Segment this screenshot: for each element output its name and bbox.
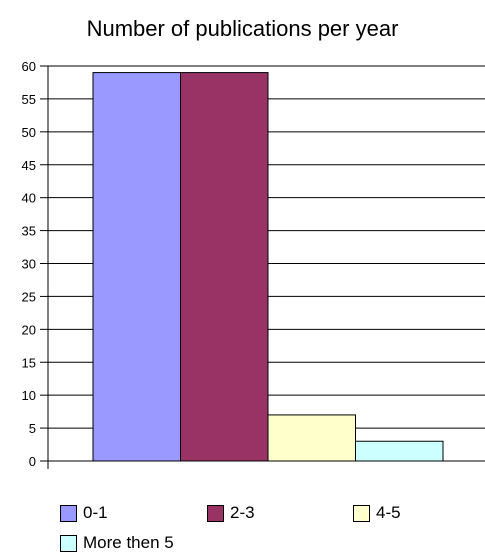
y-tick-label: 0 — [29, 454, 36, 469]
chart-plot: 0 5 10 15 20 25 30 35 40 45 50 55 60 — [22, 59, 485, 469]
y-tick-label: 40 — [22, 191, 36, 206]
legend-label: 2-3 — [230, 503, 255, 522]
bar-2-3 — [180, 72, 269, 462]
legend-swatch — [60, 504, 77, 522]
legend-item: 2-3 — [207, 503, 255, 523]
y-tick-label: 35 — [22, 224, 36, 239]
y-tick-label: 60 — [22, 59, 36, 74]
bar-0-1 — [92, 72, 181, 462]
y-tick-label: 15 — [22, 355, 36, 370]
legend-label: 4-5 — [376, 503, 401, 522]
legend-label: More then 5 — [83, 533, 174, 552]
bar-4-5 — [267, 414, 356, 462]
y-tick-label: 5 — [29, 421, 36, 436]
y-tick-label: 25 — [22, 289, 36, 304]
y-tick-label: 50 — [22, 125, 36, 140]
legend-item: 0-1 — [60, 503, 108, 523]
legend-swatch — [207, 504, 224, 522]
bar-more-then-5 — [355, 440, 444, 462]
legend-swatch — [60, 534, 77, 552]
y-tick-label: 45 — [22, 158, 36, 173]
chart-title: Number of publications per year — [86, 16, 399, 41]
legend-item: 4-5 — [353, 503, 401, 523]
y-tick-label: 20 — [22, 322, 36, 337]
legend-item: More then 5 — [60, 533, 174, 553]
y-tick-label: 30 — [22, 257, 36, 272]
y-tick-label: 10 — [22, 388, 36, 403]
y-tick-label: 55 — [22, 92, 36, 107]
legend-swatch — [353, 504, 370, 522]
legend-label: 0-1 — [83, 503, 108, 522]
